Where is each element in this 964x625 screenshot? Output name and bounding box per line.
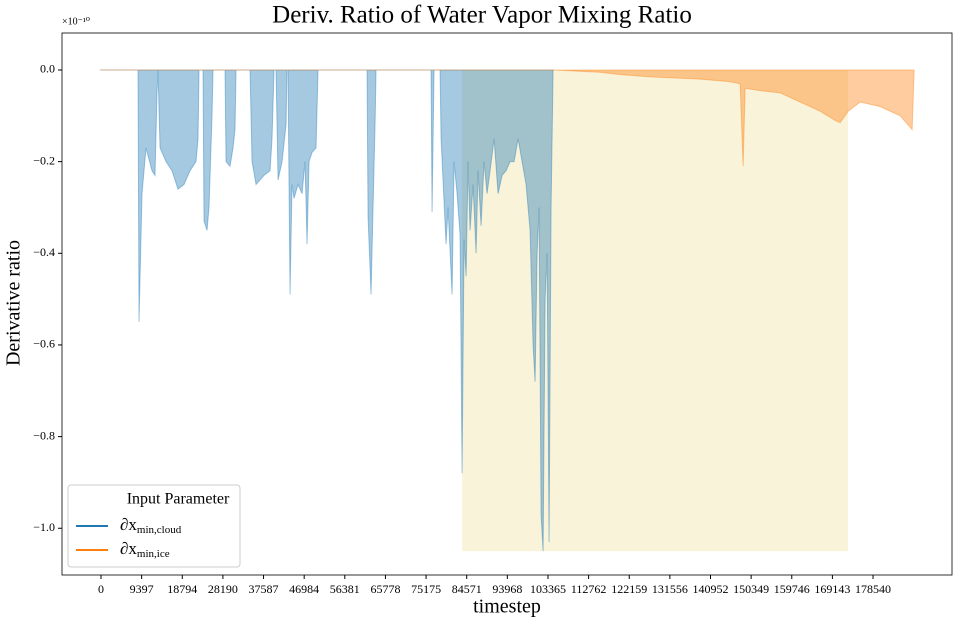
highlight-region (462, 69, 849, 552)
y-offset-text: ×10⁻¹⁰ (62, 16, 90, 27)
y-tick-label: −0.6 (33, 337, 55, 351)
legend-name: ∂x (120, 539, 137, 558)
legend-title: Input Parameter (127, 491, 230, 508)
y-tick-label: −0.4 (33, 245, 55, 259)
x-tick-label: 122159 (611, 582, 647, 596)
x-tick-label: 0 (98, 582, 104, 596)
x-tick-label: 112762 (571, 582, 607, 596)
legend-subscript: min,cloud (137, 524, 182, 536)
y-tick-label: −0.8 (33, 428, 55, 442)
x-tick-label: 28190 (208, 582, 238, 596)
x-tick-label: 46984 (289, 582, 319, 596)
x-tick-label: 37587 (249, 582, 279, 596)
legend-box (67, 484, 241, 568)
x-tick-label: 150349 (733, 582, 769, 596)
y-tick-label: −0.2 (33, 153, 55, 167)
legend-name: ∂x (120, 515, 137, 534)
legend-label: ∂xmin,cloud (120, 515, 182, 536)
y-axis-label: Derivative ratio (3, 240, 25, 366)
legend: Input Parameter∂xmin,cloud∂xmin,ice (67, 484, 241, 568)
x-tick-label: 84571 (452, 582, 482, 596)
x-tick-label: 56381 (330, 582, 360, 596)
area (99, 68, 554, 552)
x-axis-label: timestep (473, 596, 541, 618)
chart-title: Deriv. Ratio of Water Vapor Mixing Ratio (272, 2, 692, 29)
x-tick-label: 103365 (530, 582, 566, 596)
x-tick-label: 18794 (167, 582, 197, 596)
x-tick-label: 159746 (774, 582, 810, 596)
x-tick-label: 140952 (693, 582, 729, 596)
legend-subscript: min,ice (137, 548, 170, 560)
x-tick-label: 75175 (411, 582, 441, 596)
x-tick-label: 169143 (814, 582, 850, 596)
x-tick-label: 9397 (130, 582, 154, 596)
x-tick-label: 178540 (855, 582, 891, 596)
area (99, 69, 915, 167)
x-tick-label: 65778 (370, 582, 400, 596)
legend-label: ∂xmin,ice (120, 539, 170, 560)
y-tick-label: 0.0 (40, 62, 55, 76)
x-tick-label: 93968 (492, 582, 522, 596)
y-tick-label: −1.0 (33, 520, 55, 534)
x-tick-label: 131556 (652, 582, 688, 596)
